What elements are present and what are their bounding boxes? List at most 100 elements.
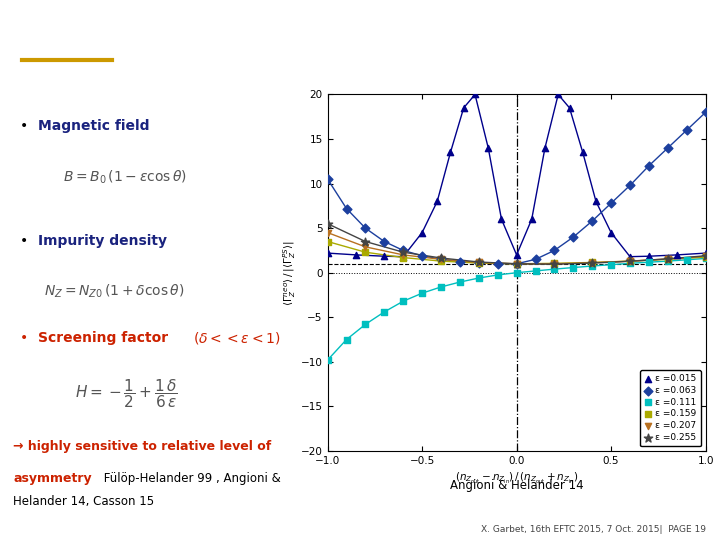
ε =0.063: [624, 181, 636, 190]
ε =0.063: [341, 204, 352, 213]
ε =0.255: [700, 252, 711, 260]
ε =0.159: [322, 237, 333, 246]
Text: Magnetic field: Magnetic field: [38, 119, 150, 133]
ε =0.111: [606, 260, 617, 269]
ε =0.015: [322, 249, 333, 258]
ε =0.111: [435, 282, 446, 291]
ε =0.063: [567, 233, 579, 241]
Text: to density poloidal asymmetries: to density poloidal asymmetries: [197, 51, 523, 69]
ε =0.111: [379, 308, 390, 316]
ε =0.015: [397, 252, 409, 261]
Text: X. Garbet, 16th EFTC 2015, 7 Oct. 2015|  PAGE 19: X. Garbet, 16th EFTC 2015, 7 Oct. 2015| …: [481, 524, 706, 534]
ε =0.111: [473, 274, 485, 282]
ε =0.255: [549, 260, 560, 268]
ε =0.063: [700, 108, 711, 117]
ε =0.063: [587, 217, 598, 225]
ε =0.255: [473, 258, 485, 266]
ε =0.207: [549, 259, 560, 268]
Text: $N_Z = N_{Z0}\,(1 + \delta\cos\theta)$: $N_Z = N_{Z0}\,(1 + \delta\cos\theta)$: [45, 283, 185, 300]
Legend: ε =0.015, ε =0.063, ε =0.111, ε =0.159, ε =0.207, ε =0.255: ε =0.015, ε =0.063, ε =0.111, ε =0.159, …: [640, 370, 701, 447]
ε =0.255: [587, 259, 598, 267]
ε =0.063: [416, 252, 428, 260]
ε =0.015: [482, 144, 494, 152]
ε =0.015: [445, 148, 456, 157]
ε =0.063: [454, 257, 466, 266]
ε =0.063: [662, 144, 674, 152]
ε =0.111: [397, 297, 409, 306]
ε =0.111: [681, 255, 693, 264]
ε =0.015: [379, 252, 390, 260]
Text: Fülöp-Helander 99 , Angioni &: Fülöp-Helander 99 , Angioni &: [100, 472, 281, 485]
Text: Angioni & Helander 14: Angioni & Helander 14: [450, 480, 583, 492]
ε =0.255: [359, 237, 372, 246]
ε =0.015: [469, 90, 481, 99]
ε =0.111: [530, 267, 541, 275]
X-axis label: $(n_{Z_\mathrm{out}}-n_{Z_\mathrm{in}})\,/\,(n_{Z_\mathrm{out}}+n_{Z_\mathrm{in}: $(n_{Z_\mathrm{out}}-n_{Z_\mathrm{in}})\…: [455, 471, 578, 487]
ε =0.159: [359, 248, 372, 256]
ε =0.111: [587, 262, 598, 271]
ε =0.063: [359, 224, 372, 232]
Text: •: •: [19, 331, 28, 345]
ε =0.111: [359, 320, 372, 329]
ε =0.015: [590, 197, 602, 206]
ε =0.111: [322, 356, 333, 364]
ε =0.015: [511, 251, 523, 259]
ε =0.015: [458, 104, 469, 112]
ε =0.063: [492, 259, 503, 268]
ε =0.063: [435, 255, 446, 264]
Y-axis label: $\langle \Gamma_Z^{neo} \rangle\,/\,|\langle \Gamma_Z^{PS} \rangle|$: $\langle \Gamma_Z^{neo} \rangle\,/\,|\la…: [282, 240, 298, 306]
ε =0.015: [552, 90, 564, 99]
ε =0.207: [359, 242, 372, 251]
ε =0.063: [379, 237, 390, 246]
ε =0.063: [473, 259, 485, 267]
ε =0.063: [643, 161, 654, 170]
ε =0.159: [435, 257, 446, 266]
ε =0.255: [435, 254, 446, 262]
ε =0.015: [606, 228, 617, 237]
ε =0.015: [350, 251, 361, 259]
ε =0.207: [435, 255, 446, 264]
ε =0.063: [397, 246, 409, 255]
ε =0.111: [492, 271, 503, 279]
Text: $H = -\dfrac{1}{2} + \dfrac{1\,\delta}{6\,\epsilon}$: $H = -\dfrac{1}{2} + \dfrac{1\,\delta}{6…: [76, 377, 178, 409]
ε =0.015: [577, 148, 588, 157]
ε =0.111: [511, 268, 523, 277]
ε =0.255: [511, 259, 523, 268]
ε =0.111: [643, 258, 654, 267]
Text: Screening factor: Screening factor: [38, 331, 173, 345]
Text: → highly sensitive to relative level of: → highly sensitive to relative level of: [14, 440, 271, 453]
ε =0.111: [567, 263, 579, 272]
ε =0.207: [662, 254, 674, 263]
Text: $B = B_0\,(1 - \epsilon\cos\theta)$: $B = B_0\,(1 - \epsilon\cos\theta)$: [63, 168, 187, 186]
ε =0.063: [606, 199, 617, 207]
ε =0.159: [624, 257, 636, 266]
ε =0.207: [473, 258, 485, 267]
ε =0.111: [454, 278, 466, 286]
ε =0.255: [322, 219, 333, 228]
Text: •: •: [19, 233, 28, 247]
ε =0.207: [700, 252, 711, 260]
ε =0.015: [539, 144, 551, 152]
Text: Impurity density: Impurity density: [38, 233, 167, 247]
ε =0.111: [624, 259, 636, 268]
Text: Helander 14, Casson 15: Helander 14, Casson 15: [14, 495, 155, 508]
Text: asymmetry: asymmetry: [14, 472, 92, 485]
ε =0.159: [511, 259, 523, 268]
ε =0.063: [511, 259, 523, 268]
ε =0.207: [397, 251, 409, 259]
ε =0.015: [416, 228, 428, 237]
ε =0.063: [530, 255, 541, 264]
ε =0.015: [700, 249, 711, 258]
ε =0.159: [549, 259, 560, 268]
ε =0.063: [681, 126, 693, 134]
ε =0.015: [624, 252, 636, 261]
ε =0.159: [700, 253, 711, 261]
ε =0.159: [587, 258, 598, 267]
ε =0.063: [322, 175, 333, 184]
ε =0.015: [431, 197, 443, 206]
Text: •: •: [19, 119, 28, 133]
Text: cea: cea: [37, 20, 85, 44]
ε =0.111: [662, 257, 674, 266]
ε =0.111: [549, 265, 560, 273]
ε =0.015: [672, 251, 683, 259]
